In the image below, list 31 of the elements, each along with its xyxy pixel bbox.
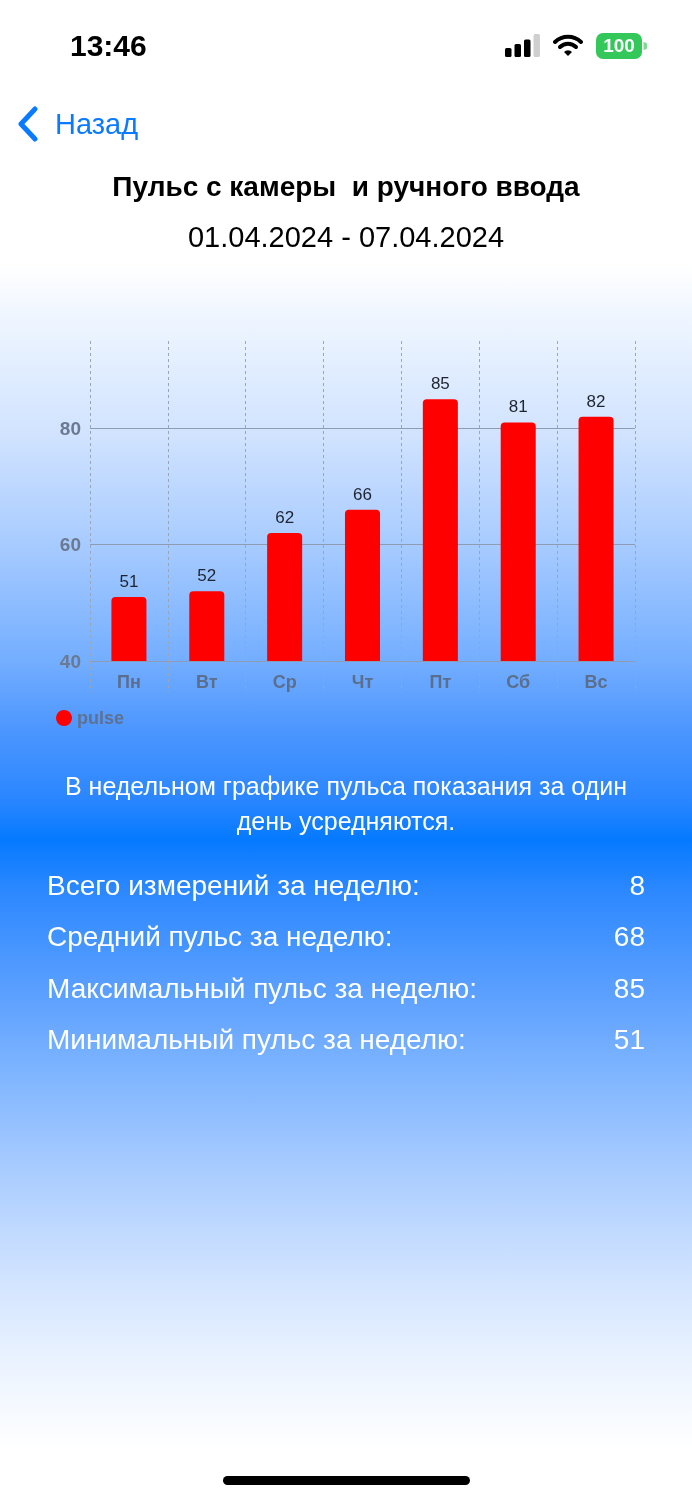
text: Максимальный пульс за неделю: (47, 971, 478, 1006)
text: 85 (613, 971, 645, 1006)
text: 8 (629, 869, 645, 903)
text: Средний пульс за неделю: (47, 920, 393, 955)
x-tick-label: Чт (351, 672, 374, 692)
data-label: 51 (119, 572, 139, 591)
data-label: 81 (508, 397, 528, 417)
text: 68 (613, 920, 645, 955)
data-label: 62 (275, 508, 295, 527)
chart-subtitle: 01.04.2024 - 07.04.2024 (187, 221, 505, 253)
x-tick-label: Пт (429, 672, 452, 692)
y-tick-label: 80 (59, 417, 81, 439)
text: 51 (613, 1022, 645, 1057)
data-label: 85 (430, 374, 450, 394)
data-label: 52 (197, 566, 217, 586)
x-tick-label: Пн (117, 672, 141, 692)
legend-label: pulse (77, 708, 125, 728)
text: В недельном графике пульса показания за один день усредняются. (63, 771, 629, 837)
text: Всего измерений за неделю: (47, 869, 420, 903)
y-tick-label: 60 (59, 534, 81, 556)
x-tick-label: Сб (506, 672, 531, 692)
chart-title: Пульс с камеры и ручного ввода (112, 170, 581, 202)
text: Назад (55, 107, 139, 142)
x-tick-label: Вт (196, 672, 218, 692)
x-tick-label: Ср (272, 672, 297, 692)
x-tick-label: Вс (584, 672, 608, 692)
text: Минимальный пульс за неделю: (47, 1022, 466, 1057)
text: 13:46 (70, 28, 147, 64)
data-label: 66 (353, 484, 372, 504)
y-tick-label: 40 (59, 650, 81, 672)
data-label: 82 (586, 391, 606, 411)
